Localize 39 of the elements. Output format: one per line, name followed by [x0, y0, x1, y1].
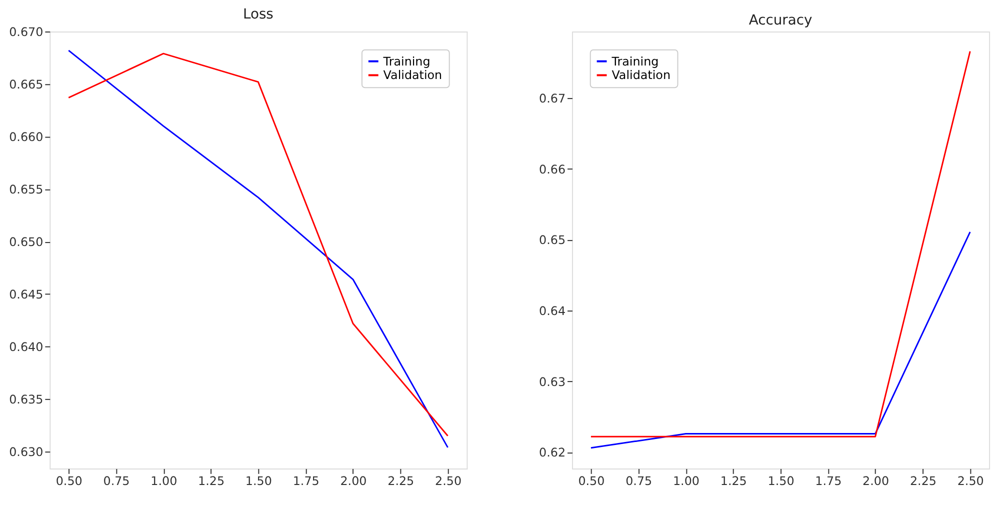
y-tick-label: 0.64 [539, 304, 566, 318]
y-tick-label: 0.630 [9, 445, 44, 460]
chart-title: Accuracy [748, 12, 812, 29]
x-tick-label: 0.75 [103, 474, 130, 488]
x-tick-label: 2.25 [910, 474, 936, 488]
x-tick-label: 1.25 [720, 474, 747, 488]
y-tick-label: 0.660 [9, 130, 44, 144]
y-tick-label: 0.66 [539, 162, 566, 176]
x-tick-label: 1.00 [150, 474, 178, 488]
x-tick-label: 0.50 [56, 474, 82, 488]
x-tick-label: 1.75 [815, 474, 842, 488]
x-tick-label: 1.00 [672, 474, 700, 488]
y-tick-label: 0.655 [9, 182, 44, 197]
y-tick-label: 0.665 [9, 77, 44, 92]
y-tick-label: 0.670 [9, 24, 44, 39]
x-tick-label: 2.50 [957, 474, 984, 488]
x-tick-label: 1.25 [198, 474, 225, 488]
legend-label: Validation [383, 68, 442, 82]
y-tick-label: 0.650 [9, 235, 44, 250]
legend-label: Validation [612, 68, 671, 82]
x-tick-label: 2.00 [340, 474, 367, 488]
x-tick-label: 2.00 [862, 474, 890, 488]
legend-label: Training [382, 54, 430, 68]
y-tick-label: 0.62 [539, 446, 566, 460]
y-tick-label: 0.67 [539, 92, 566, 106]
y-tick-label: 0.635 [9, 392, 44, 407]
y-tick-label: 0.63 [539, 374, 566, 389]
x-tick-label: 2.25 [388, 474, 414, 488]
x-tick-label: 1.50 [245, 474, 272, 488]
x-tick-label: 0.50 [578, 474, 605, 488]
legend-label: Training [610, 54, 659, 68]
x-tick-label: 1.75 [292, 474, 320, 488]
y-tick-label: 0.640 [9, 340, 44, 354]
x-tick-label: 1.50 [768, 474, 794, 488]
y-tick-label: 0.645 [9, 288, 44, 302]
y-tick-label: 0.65 [539, 233, 566, 248]
chart-title: Loss [242, 6, 274, 23]
x-tick-label: 0.75 [626, 474, 652, 488]
x-tick-label: 2.50 [435, 474, 462, 488]
